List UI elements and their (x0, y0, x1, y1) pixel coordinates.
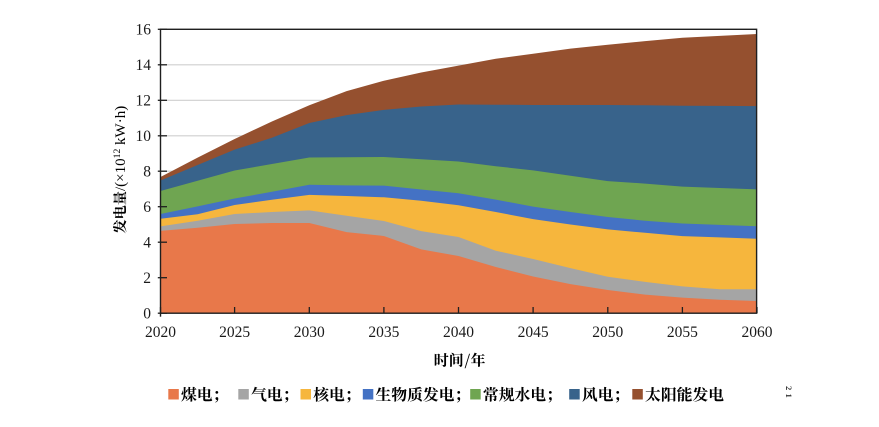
svg-text:0: 0 (143, 305, 151, 322)
svg-text:2060: 2060 (742, 324, 773, 341)
svg-text:2: 2 (143, 270, 151, 287)
svg-text:2025: 2025 (219, 324, 250, 341)
svg-text:2035: 2035 (368, 324, 399, 341)
svg-text:2020: 2020 (145, 324, 176, 341)
svg-text:2045: 2045 (518, 324, 549, 341)
svg-text:2050: 2050 (592, 324, 623, 341)
svg-text:6: 6 (143, 199, 151, 216)
svg-text:14: 14 (136, 57, 152, 74)
svg-text:2030: 2030 (294, 324, 325, 341)
svg-text:16: 16 (136, 22, 152, 39)
svg-text:12: 12 (136, 93, 152, 110)
svg-text:4: 4 (143, 234, 151, 251)
svg-text:8: 8 (143, 163, 151, 180)
svg-text:10: 10 (136, 128, 152, 145)
svg-text:2: 2 (784, 386, 794, 390)
svg-text:2040: 2040 (443, 324, 474, 341)
svg-text:2055: 2055 (667, 324, 698, 341)
svg-text:/(×1012 kW·h): /(×1012 kW·h) (112, 106, 129, 191)
svg-text:1: 1 (784, 394, 794, 398)
